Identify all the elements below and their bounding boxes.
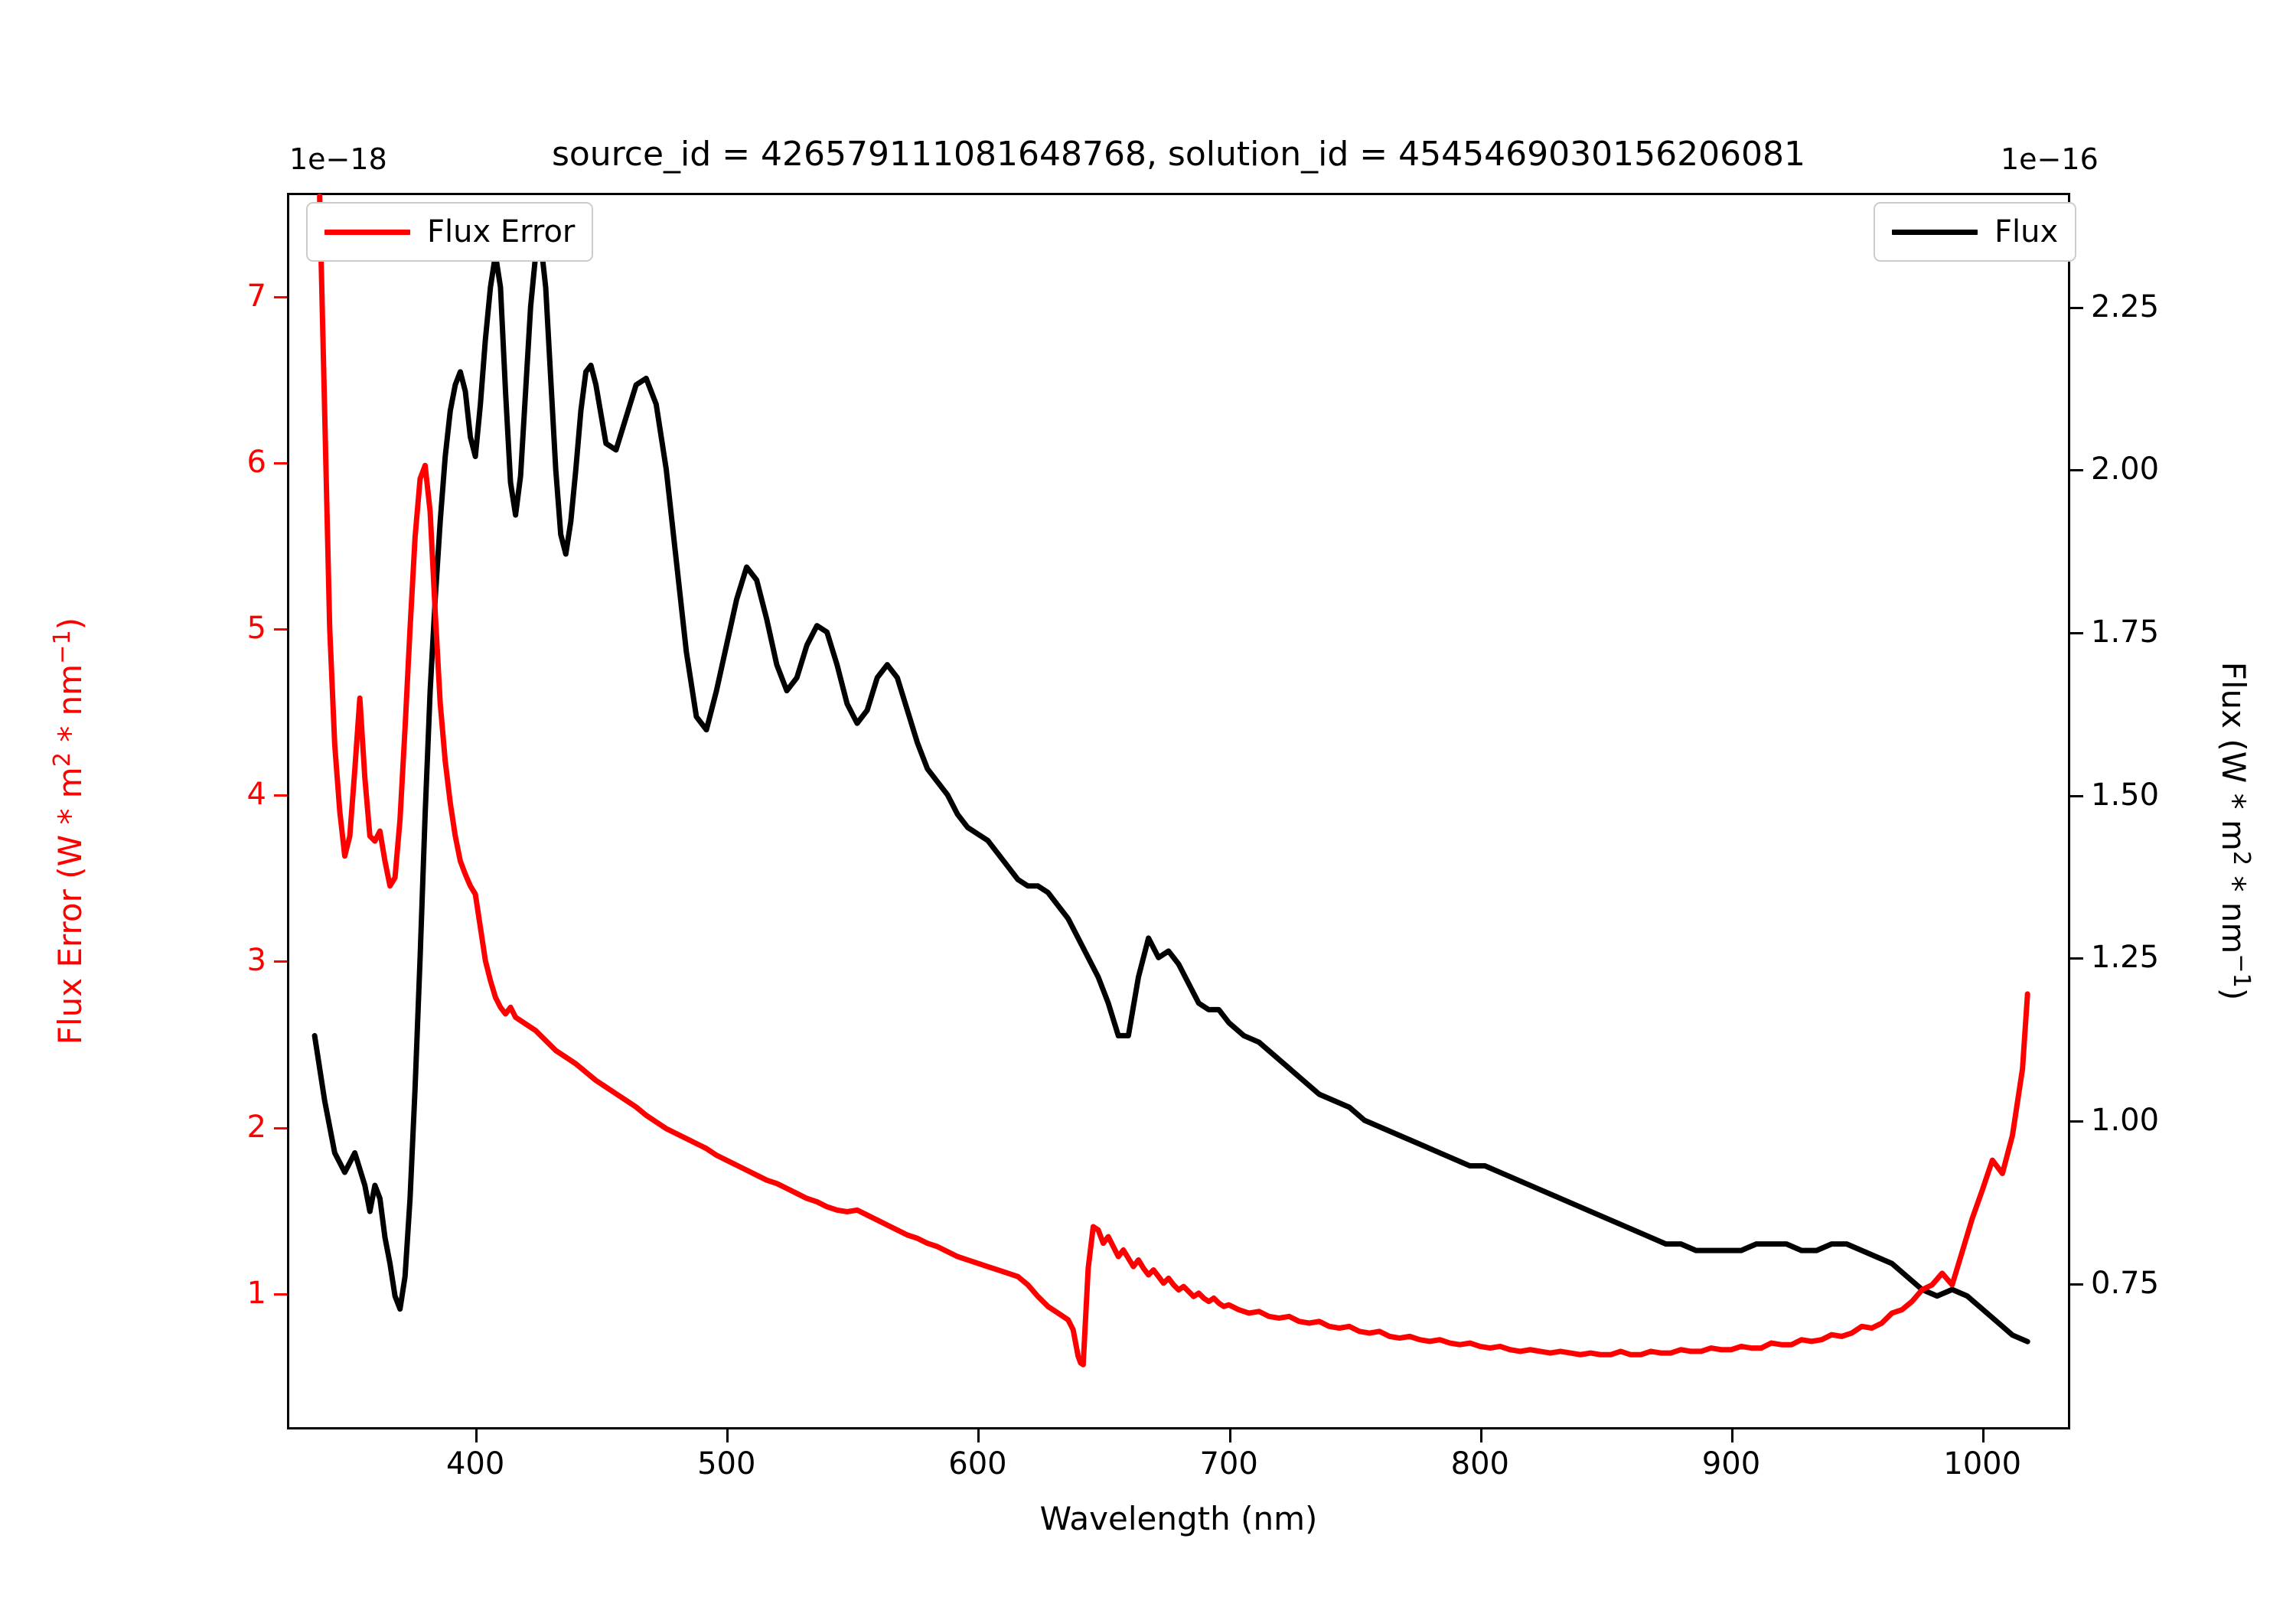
flux-line [311, 239, 2030, 1345]
right-y-tick-label: 0.75 [2091, 1265, 2160, 1301]
left-y-tick-mark [274, 794, 287, 797]
x-tick-mark [977, 1429, 980, 1442]
right-y-tick-mark [2070, 632, 2083, 635]
left-y-tick-label: 5 [246, 611, 266, 647]
right-y-tick-label: 1.50 [2091, 777, 2160, 813]
x-axis-label: Wavelength (nm) [1039, 1500, 1318, 1537]
right-y-tick-mark [2070, 469, 2083, 472]
right-y-tick-mark [2070, 1120, 2083, 1123]
x-tick-label: 800 [1450, 1446, 1509, 1482]
left-y-axis-label: Flux Error (W * m2 * nm−1) [49, 617, 89, 1045]
left-y-tick-mark [274, 295, 287, 298]
right-axis-offset-text: 1e−16 [2001, 142, 2099, 176]
right-y-tick-mark [2070, 1283, 2083, 1286]
left-y-tick-label: 6 [246, 444, 266, 480]
flux-error-legend-swatch [325, 229, 410, 235]
left-y-tick-mark [274, 628, 287, 631]
right-y-tick-label: 1.25 [2091, 940, 2160, 976]
x-tick-mark [1228, 1429, 1231, 1442]
left-y-tick-label: 2 [246, 1109, 266, 1145]
left-y-tick-label: 1 [246, 1275, 266, 1311]
flux-legend[interactable]: Flux [1874, 202, 2077, 262]
x-tick-label: 400 [445, 1446, 505, 1482]
flux-legend-label: Flux [1994, 214, 2059, 249]
right-y-axis-label: Flux (W * m2 * nm−1) [2215, 661, 2255, 1001]
x-tick-mark [1479, 1429, 1482, 1442]
right-y-tick-mark [2070, 957, 2083, 960]
right-y-tick-label: 1.75 [2091, 614, 2160, 650]
left-y-tick-label: 4 [246, 777, 266, 813]
x-tick-mark [475, 1429, 478, 1442]
left-axis-offset-text: 1e−18 [289, 142, 387, 176]
flux-legend-swatch [1892, 229, 1978, 235]
x-tick-label: 700 [1199, 1446, 1258, 1482]
left-y-tick-mark [274, 461, 287, 464]
right-y-tick-label: 2.25 [2091, 288, 2160, 324]
right-y-tick-mark [2070, 794, 2083, 797]
left-y-tick-mark [274, 1126, 287, 1129]
left-y-tick-label: 7 [246, 278, 266, 314]
right-y-tick-label: 2.00 [2091, 451, 2160, 487]
x-tick-mark [1730, 1429, 1733, 1442]
flux-error-line [317, 193, 2030, 1367]
x-tick-label: 1000 [1943, 1446, 2022, 1482]
right-y-tick-mark [2070, 306, 2083, 309]
flux-error-legend-label: Flux Error [427, 214, 576, 249]
plot-area [311, 193, 2030, 1367]
plot-title: source_id = 426579111081648768, solution… [551, 135, 1806, 174]
flux-error-legend[interactable]: Flux Error [306, 202, 594, 262]
left-y-tick-mark [274, 960, 287, 963]
left-y-tick-label: 3 [246, 943, 266, 979]
x-tick-mark [1982, 1429, 1985, 1442]
x-tick-mark [726, 1429, 729, 1442]
axes-frame [287, 193, 2070, 1429]
right-y-tick-label: 1.00 [2091, 1103, 2160, 1138]
x-tick-label: 900 [1701, 1446, 1761, 1482]
x-tick-label: 600 [948, 1446, 1007, 1482]
left-y-tick-mark [274, 1292, 287, 1296]
x-tick-label: 500 [697, 1446, 756, 1482]
